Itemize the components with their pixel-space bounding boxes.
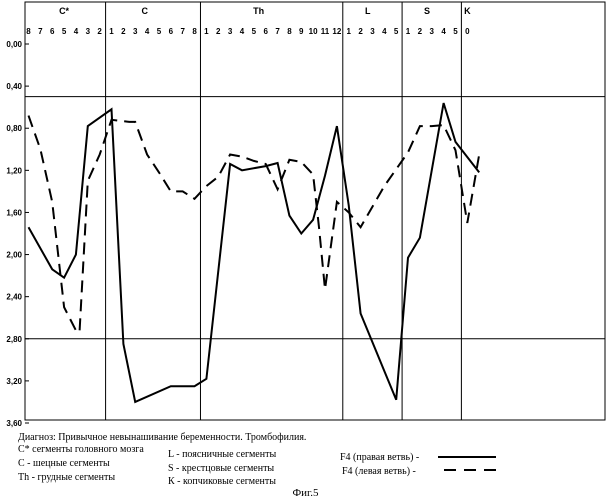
legend-l: L - поясничные сегменты <box>168 449 276 461</box>
figure-caption: Фиг.5 <box>0 487 611 499</box>
legend-line-samples <box>436 452 506 476</box>
y-tick-label: 0,80 <box>6 124 22 133</box>
legend-c: С - шецные сегменты <box>18 458 110 470</box>
segment-label: 7 <box>38 27 43 36</box>
segment-label: 4 <box>441 27 446 36</box>
segment-label: 3 <box>228 27 233 36</box>
segment-label: 3 <box>370 27 375 36</box>
segment-label: 1 <box>346 27 351 36</box>
segment-label: 5 <box>394 27 399 36</box>
segment-label: 3 <box>133 27 138 36</box>
segment-label: 5 <box>453 27 458 36</box>
segment-label: 4 <box>145 27 150 36</box>
chart: 8765432C*12345678C123456789101112Th12345… <box>0 0 611 430</box>
y-axis: 0,00 0,40 0,80 1,20 1,60 2,00 2,40 2,80 3,20 3,60 <box>6 40 29 428</box>
segment-label: 3 <box>86 27 91 36</box>
segment-headers: 8765432C*12345678C123456789101112Th12345… <box>26 2 471 420</box>
segment-label: 6 <box>263 27 268 36</box>
segment-label: 11 <box>321 27 330 36</box>
y-tick-label: 2,00 <box>6 251 22 260</box>
segment-label: 5 <box>62 27 67 36</box>
diagnosis-text: Диагноз: Привычное невынашивание беремен… <box>18 432 306 444</box>
segment-label: 4 <box>382 27 387 36</box>
legend-cstar-text: сегменты головного мозга <box>30 444 144 455</box>
legend-f4-right: F4 (правая ветвь) - <box>340 452 419 464</box>
group-label: Th <box>253 6 264 16</box>
legend-f4-left: F4 (левая ветвь) - <box>342 466 416 478</box>
segment-label: 2 <box>121 27 126 36</box>
segment-label: 7 <box>180 27 185 36</box>
series-line-left <box>29 116 480 333</box>
segment-label: 6 <box>50 27 55 36</box>
y-tick-label: 2,40 <box>6 293 22 302</box>
segment-label: 8 <box>287 27 292 36</box>
group-label: L <box>365 6 371 16</box>
group-label: K <box>464 6 471 16</box>
y-tick-label: 1,60 <box>6 208 22 217</box>
segment-label: 1 <box>406 27 411 36</box>
legend-cstar: C* сегменты головного мозга <box>18 444 144 456</box>
segment-label: 8 <box>26 27 31 36</box>
legend-cstar-symbol: C* <box>18 444 30 455</box>
segment-label: 2 <box>418 27 423 36</box>
segment-label: 2 <box>358 27 363 36</box>
segment-label: 4 <box>240 27 245 36</box>
segment-label: 3 <box>430 27 435 36</box>
y-tick-label: 3,20 <box>6 377 22 386</box>
y-tick-label: 3,60 <box>6 419 22 428</box>
segment-label: 1 <box>204 27 209 36</box>
segment-label: 2 <box>97 27 102 36</box>
segment-label: 12 <box>332 27 341 36</box>
series-lines <box>29 103 480 402</box>
group-label: C <box>141 6 148 16</box>
segment-label: 5 <box>157 27 162 36</box>
segment-label: 8 <box>192 27 197 36</box>
group-label: S <box>424 6 430 16</box>
segment-label: 4 <box>74 27 79 36</box>
segment-label: 5 <box>252 27 257 36</box>
y-tick-label: 0,00 <box>6 40 22 49</box>
legend-s: S - крестцовые сегменты <box>168 463 274 475</box>
y-tick-label: 0,40 <box>6 82 22 91</box>
segment-label: 0 <box>465 27 470 36</box>
segment-label: 2 <box>216 27 221 36</box>
y-tick-label: 2,80 <box>6 335 22 344</box>
legend-th: Th - грудные сегменты <box>18 472 115 484</box>
segment-label: 7 <box>275 27 280 36</box>
group-label: C* <box>59 6 69 16</box>
segment-label: 10 <box>309 27 318 36</box>
y-tick-label: 1,20 <box>6 166 22 175</box>
segment-label: 9 <box>299 27 304 36</box>
series-line-right <box>29 103 480 402</box>
segment-label: 1 <box>109 27 114 36</box>
segment-label: 6 <box>169 27 174 36</box>
